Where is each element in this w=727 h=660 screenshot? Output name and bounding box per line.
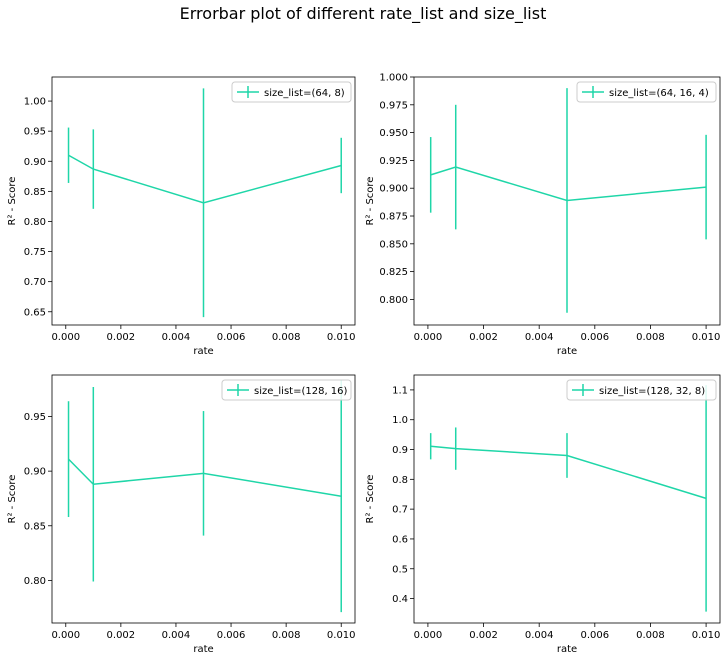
legend-box <box>231 81 352 103</box>
x-tick-label: 0.008 <box>272 630 301 641</box>
y-tick-label: 0.875 <box>379 212 408 223</box>
y-tick-label: 1.000 <box>379 73 408 84</box>
x-tick-label: 0.008 <box>636 332 665 343</box>
y-tick-label: 0.5 <box>392 564 408 575</box>
legend-label: size_list=(64, 16, 4) <box>609 88 709 99</box>
legend-box <box>221 379 352 401</box>
y-tick-label: 0.95 <box>24 412 46 423</box>
series-line <box>68 154 342 204</box>
y-axis-label: R² - Score <box>7 475 18 524</box>
y-tick-label: 0.7 <box>392 505 408 516</box>
legend-label: size_list=(128, 32, 8) <box>599 386 705 397</box>
y-tick-label: 0.9 <box>392 445 408 456</box>
legend-box <box>566 379 717 401</box>
x-tick-label: 0.000 <box>414 630 443 641</box>
x-tick-label: 0.000 <box>51 630 80 641</box>
x-tick-label: 0.010 <box>327 630 356 641</box>
y-tick-label: 0.65 <box>24 307 46 318</box>
y-tick-label: 0.80 <box>24 576 46 587</box>
x-tick-label: 0.010 <box>692 630 721 641</box>
x-axis-label: rate <box>557 644 577 655</box>
x-tick-label: 0.006 <box>217 332 246 343</box>
axes-frame <box>413 374 721 624</box>
x-tick-label: 0.008 <box>272 332 301 343</box>
axes-frame <box>51 374 356 624</box>
y-tick-label: 0.85 <box>24 187 46 198</box>
y-tick-label: 0.75 <box>24 247 46 258</box>
y-tick-label: 0.925 <box>379 156 408 167</box>
x-tick-label: 0.004 <box>162 332 191 343</box>
y-tick-label: 0.85 <box>24 521 46 532</box>
y-tick-label: 0.90 <box>24 467 46 478</box>
y-tick-label: 0.850 <box>379 239 408 250</box>
y-tick-label: 0.80 <box>24 217 46 228</box>
x-tick-label: 0.010 <box>327 332 356 343</box>
y-tick-label: 1.0 <box>392 415 408 426</box>
x-axis-label: rate <box>193 644 213 655</box>
x-tick-label: 0.006 <box>580 630 609 641</box>
y-axis-label: R² - Score <box>365 177 376 226</box>
y-tick-label: 0.6 <box>392 534 408 545</box>
legend-label: size_list=(128, 16) <box>254 386 348 397</box>
x-tick-label: 0.006 <box>580 332 609 343</box>
y-tick-label: 0.975 <box>379 100 408 111</box>
axes-frame <box>413 76 721 326</box>
subplot-grid: 0.000 0.002 0.004 0.006 0.008 0.010 0.65 0.70 0.… <box>7 73 720 656</box>
x-tick-label: 0.004 <box>162 630 191 641</box>
x-tick-label: 0.002 <box>469 332 498 343</box>
subplot-3: 0.000 0.002 0.004 0.006 0.008 0.010 0.80 0.85 0.… <box>7 374 356 655</box>
y-tick-label: 0.950 <box>379 128 408 139</box>
legend-box <box>576 81 717 103</box>
x-tick-label: 0.010 <box>692 332 721 343</box>
y-tick-label: 0.900 <box>379 184 408 195</box>
x-tick-label: 0.002 <box>107 630 136 641</box>
x-tick-label: 0.006 <box>217 630 246 641</box>
legend: size_list=(64, 16, 4) <box>576 81 717 103</box>
subplot-2: 0.000 0.002 0.004 0.006 0.008 0.010 0.800 0.825… <box>365 73 720 358</box>
legend: size_list=(64, 8) <box>231 81 352 103</box>
x-tick-label: 0.008 <box>636 630 665 641</box>
y-tick-label: 0.825 <box>379 267 408 278</box>
y-axis-label: R² - Score <box>365 475 376 524</box>
figure-title: Errorbar plot of different rate_list and… <box>180 4 547 24</box>
y-tick-label: 1.1 <box>392 385 408 396</box>
series-line <box>430 445 707 500</box>
legend-label: size_list=(64, 8) <box>264 88 345 99</box>
series-line <box>67 458 342 498</box>
axes-frame <box>51 76 356 326</box>
y-tick-label: 0.4 <box>392 594 408 605</box>
y-axis-label: R² - Score <box>7 177 18 226</box>
y-tick-label: 0.90 <box>24 157 46 168</box>
y-tick-label: 0.70 <box>24 277 46 288</box>
subplot-4: 0.000 0.002 0.004 0.006 0.008 0.010 0.4 0.5 0.6 0… <box>365 374 721 655</box>
x-tick-label: 0.000 <box>51 332 80 343</box>
legend: size_list=(128, 32, 8) <box>566 379 717 401</box>
x-tick-label: 0.004 <box>525 630 554 641</box>
y-tick-label: 0.8 <box>392 475 408 486</box>
x-axis-label: rate <box>557 346 577 357</box>
series-line <box>430 166 707 202</box>
y-tick-label: 0.95 <box>24 127 46 138</box>
y-tick-label: 0.800 <box>379 295 408 306</box>
x-tick-label: 0.004 <box>525 332 554 343</box>
x-tick-label: 0.002 <box>107 332 136 343</box>
subplot-1: 0.000 0.002 0.004 0.006 0.008 0.010 0.65 0.70 0.… <box>7 76 356 357</box>
x-tick-label: 0.000 <box>414 332 443 343</box>
legend: size_list=(128, 16) <box>221 379 352 401</box>
x-tick-label: 0.002 <box>469 630 498 641</box>
y-tick-label: 1.00 <box>24 97 46 108</box>
x-axis-label: rate <box>193 346 213 357</box>
